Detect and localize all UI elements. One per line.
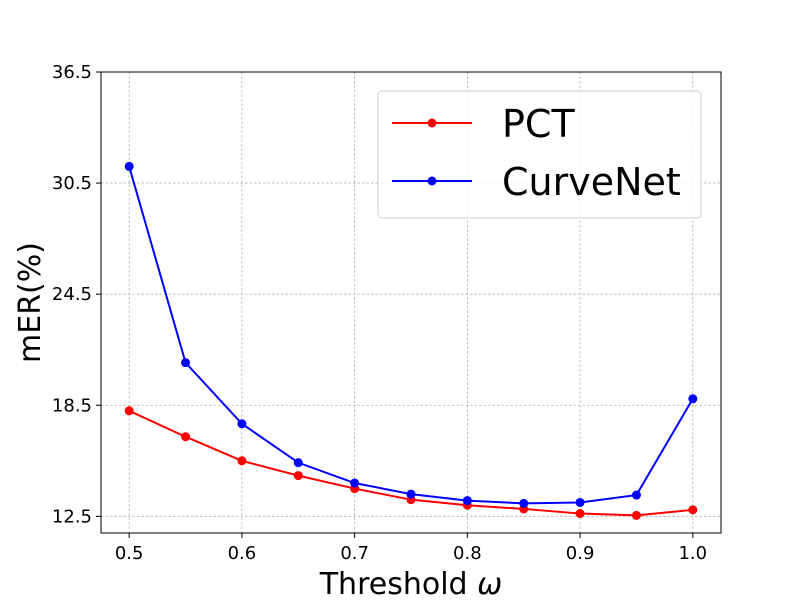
data-point <box>519 498 529 508</box>
y-tick-label: 18.5 <box>52 395 92 416</box>
legend-marker <box>427 118 437 128</box>
legend-item-pct: PCT <box>392 102 575 146</box>
data-point <box>631 510 641 520</box>
legend-label: CurveNet <box>502 160 681 204</box>
legend: PCT CurveNet <box>377 90 702 219</box>
series-layer <box>124 161 698 520</box>
y-tick-label: 30.5 <box>52 173 92 194</box>
x-tick-label: 0.9 <box>566 543 595 564</box>
x-tick-label: 0.8 <box>453 543 482 564</box>
data-point <box>406 489 416 499</box>
data-point <box>237 419 247 429</box>
y-axis-title: mER(%) <box>13 242 48 363</box>
legend-label: PCT <box>502 102 575 146</box>
x-axis-title-text: Threshold <box>319 567 477 600</box>
data-point <box>575 497 585 507</box>
series-curvenet <box>124 161 698 508</box>
data-point <box>293 458 303 468</box>
y-tick-label: 36.5 <box>52 62 92 83</box>
legend-item-curvenet: CurveNet <box>392 160 681 204</box>
x-tick-label: 0.7 <box>340 543 369 564</box>
x-axis-title: Threshold ω <box>319 567 503 600</box>
plot-frame <box>100 71 722 534</box>
y-tick-label: 12.5 <box>52 506 92 527</box>
data-point <box>237 456 247 466</box>
x-axis-title-symbol: ω <box>477 567 502 600</box>
axes: 0.5 0.6 0.7 0.8 0.9 1.0 12.5 18.5 24.5 30.5 36.5 <box>52 62 707 564</box>
data-point <box>350 478 360 488</box>
x-tick-label: 0.5 <box>115 543 144 564</box>
x-tick-label: 1.0 <box>678 543 707 564</box>
data-point <box>124 406 134 416</box>
data-point <box>631 490 641 500</box>
data-point <box>575 509 585 519</box>
x-tick-label: 0.6 <box>228 543 257 564</box>
data-point <box>293 471 303 481</box>
data-point <box>181 358 191 368</box>
data-point <box>124 161 134 171</box>
legend-marker <box>427 176 437 186</box>
data-point <box>181 432 191 442</box>
data-point <box>688 505 698 515</box>
data-point <box>462 496 472 506</box>
data-point <box>688 394 698 404</box>
y-tick-label: 24.5 <box>52 284 92 305</box>
series-pct <box>124 406 698 520</box>
